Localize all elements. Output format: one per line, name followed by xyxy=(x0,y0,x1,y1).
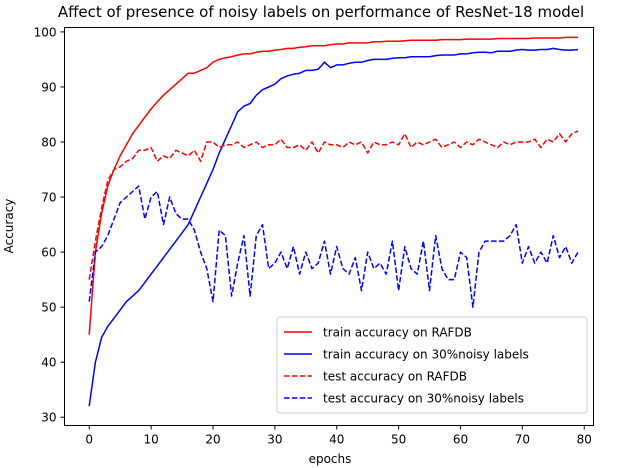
y-tick-label: 80 xyxy=(41,136,56,150)
x-tick-label: 30 xyxy=(267,433,282,447)
legend-label-3: test accuracy on RAFDB xyxy=(323,370,467,384)
series-line-2 xyxy=(88,47,579,407)
legend: train accuracy on RAFDB train accuracy on… xyxy=(276,316,588,414)
x-tick-label: 40 xyxy=(329,433,344,447)
series-line-4 xyxy=(88,185,579,308)
x-tick-label: 50 xyxy=(391,433,406,447)
legend-label-2: train accuracy on 30%noisy labels xyxy=(323,348,529,362)
legend-label-1: train accuracy on RAFDB xyxy=(323,326,472,340)
y-tick-label: 40 xyxy=(41,356,56,370)
x-tick-label: 80 xyxy=(577,433,592,447)
x-tick-label: 10 xyxy=(143,433,158,447)
y-tick-label: 100 xyxy=(34,25,57,39)
y-axis: 30 40 50 60 70 80 90 100 xyxy=(34,25,65,425)
series-line-1 xyxy=(88,36,578,335)
legend-label-4: test accuracy on 30%noisy labels xyxy=(323,392,524,406)
x-axis-label: epochs xyxy=(309,452,352,466)
y-tick-label: 90 xyxy=(41,80,56,94)
series-line-3 xyxy=(88,130,579,280)
x-tick-label: 20 xyxy=(205,433,220,447)
y-tick-label: 30 xyxy=(41,411,56,425)
chart-title: Affect of presence of noisy labels on pe… xyxy=(58,3,584,21)
series-layer xyxy=(88,36,579,407)
x-tick-label: 0 xyxy=(85,433,93,447)
y-tick-label: 50 xyxy=(41,301,56,315)
x-tick-label: 70 xyxy=(515,433,530,447)
legend-box xyxy=(276,316,588,414)
y-axis-label: Accuracy xyxy=(2,199,16,254)
x-tick-label: 60 xyxy=(453,433,468,447)
x-axis: 0 10 20 30 40 50 60 70 80 xyxy=(85,425,592,447)
plot-frame xyxy=(64,27,594,426)
y-tick-label: 70 xyxy=(41,191,56,205)
y-tick-label: 60 xyxy=(41,246,56,260)
